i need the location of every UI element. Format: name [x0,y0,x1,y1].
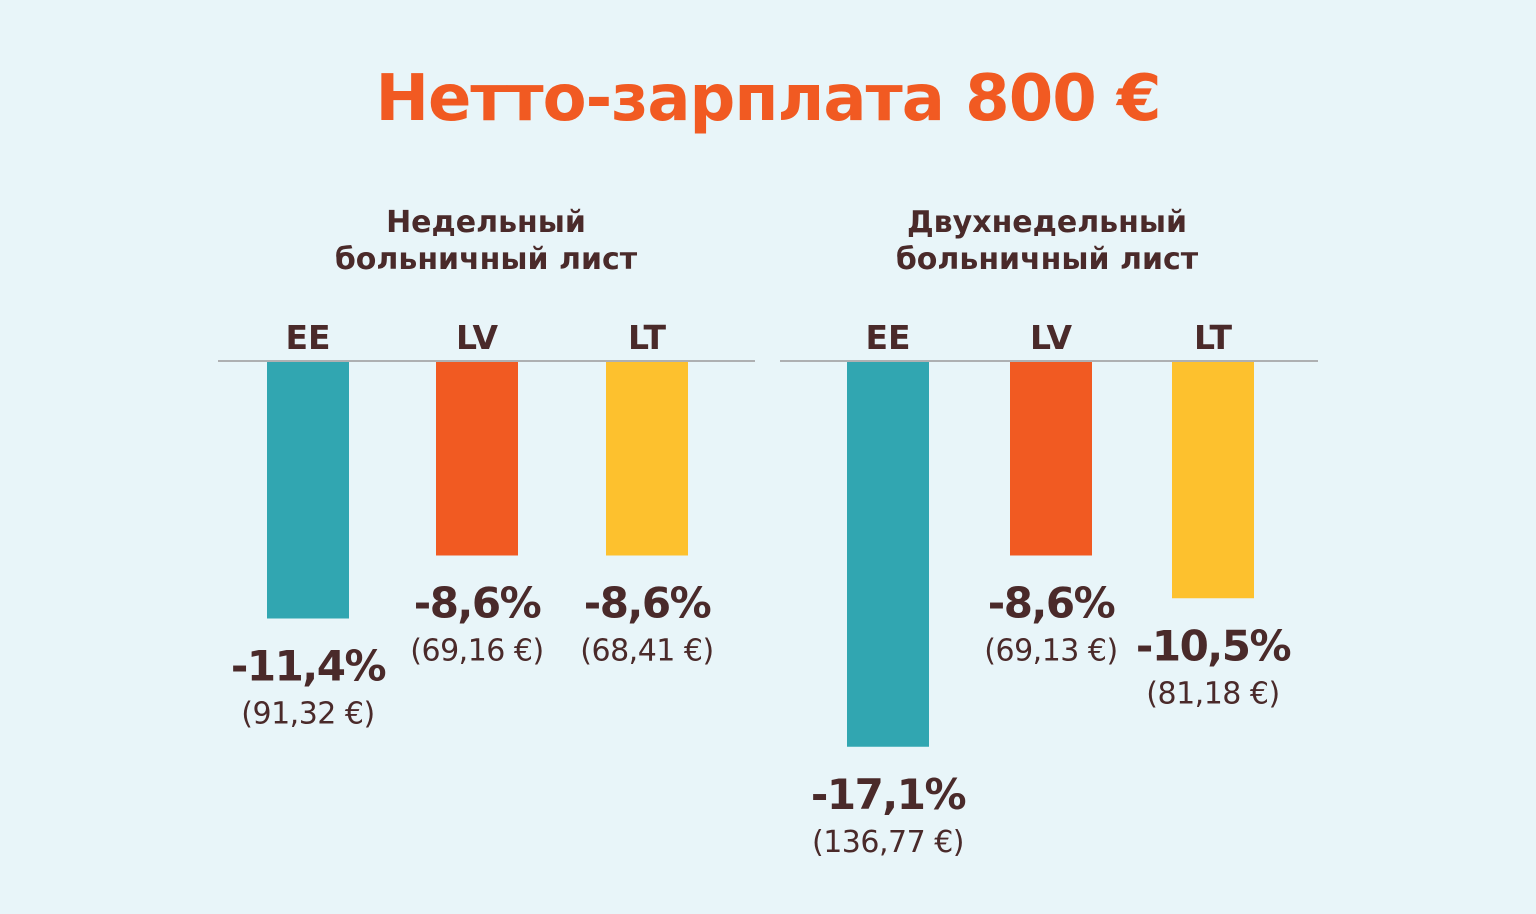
panel-1-title-line-1: Недельный [386,205,586,240]
panel-2-value-label-LV: -8,6% [988,579,1115,628]
panel-1-amount-label-LV: (69,16 €) [410,634,543,669]
panel-1-amount-label-EE: (91,32 €) [241,697,374,732]
panel-1-amount-label-LT: (68,41 €) [580,634,713,669]
panel-1-title-line-2: больничный лист [335,242,638,277]
page-title: Нетто-зарплата 800 € [375,62,1161,136]
panel-2-bar-LT [1172,362,1254,599]
panel-2-value-label-LT: -10,5% [1136,621,1291,670]
panel-2-category-EE: EE [865,318,910,357]
panel-1-category-EE: EE [285,318,330,357]
panel-2-value-label-EE: -17,1% [811,770,966,819]
panel-2-bar-EE [847,362,929,747]
panel-2-bar-LV [1010,362,1092,556]
panel-1-value-label-EE: -11,4% [231,642,386,691]
panel-1-value-label-LV: -8,6% [414,579,541,628]
panel-2-amount-label-LV: (69,13 €) [984,634,1117,669]
panel-1-bar-LT [606,362,688,556]
panel-2-title-line-2: больничный лист [896,242,1199,277]
panel-1-value-label-LT: -8,6% [584,579,711,628]
panel-1-category-LT: LT [628,318,667,357]
panel-2-amount-label-EE: (136,77 €) [812,825,964,860]
panel-2-category-LT: LT [1194,318,1233,357]
panel-1-category-LV: LV [456,318,498,357]
panel-2-amount-label-LT: (81,18 €) [1146,676,1279,711]
panel-1-bar-LV [436,362,518,556]
panel-2-category-LV: LV [1030,318,1072,357]
panel-2-title-line-1: Двухнедельный [907,205,1187,240]
panel-1-bar-EE [267,362,349,619]
